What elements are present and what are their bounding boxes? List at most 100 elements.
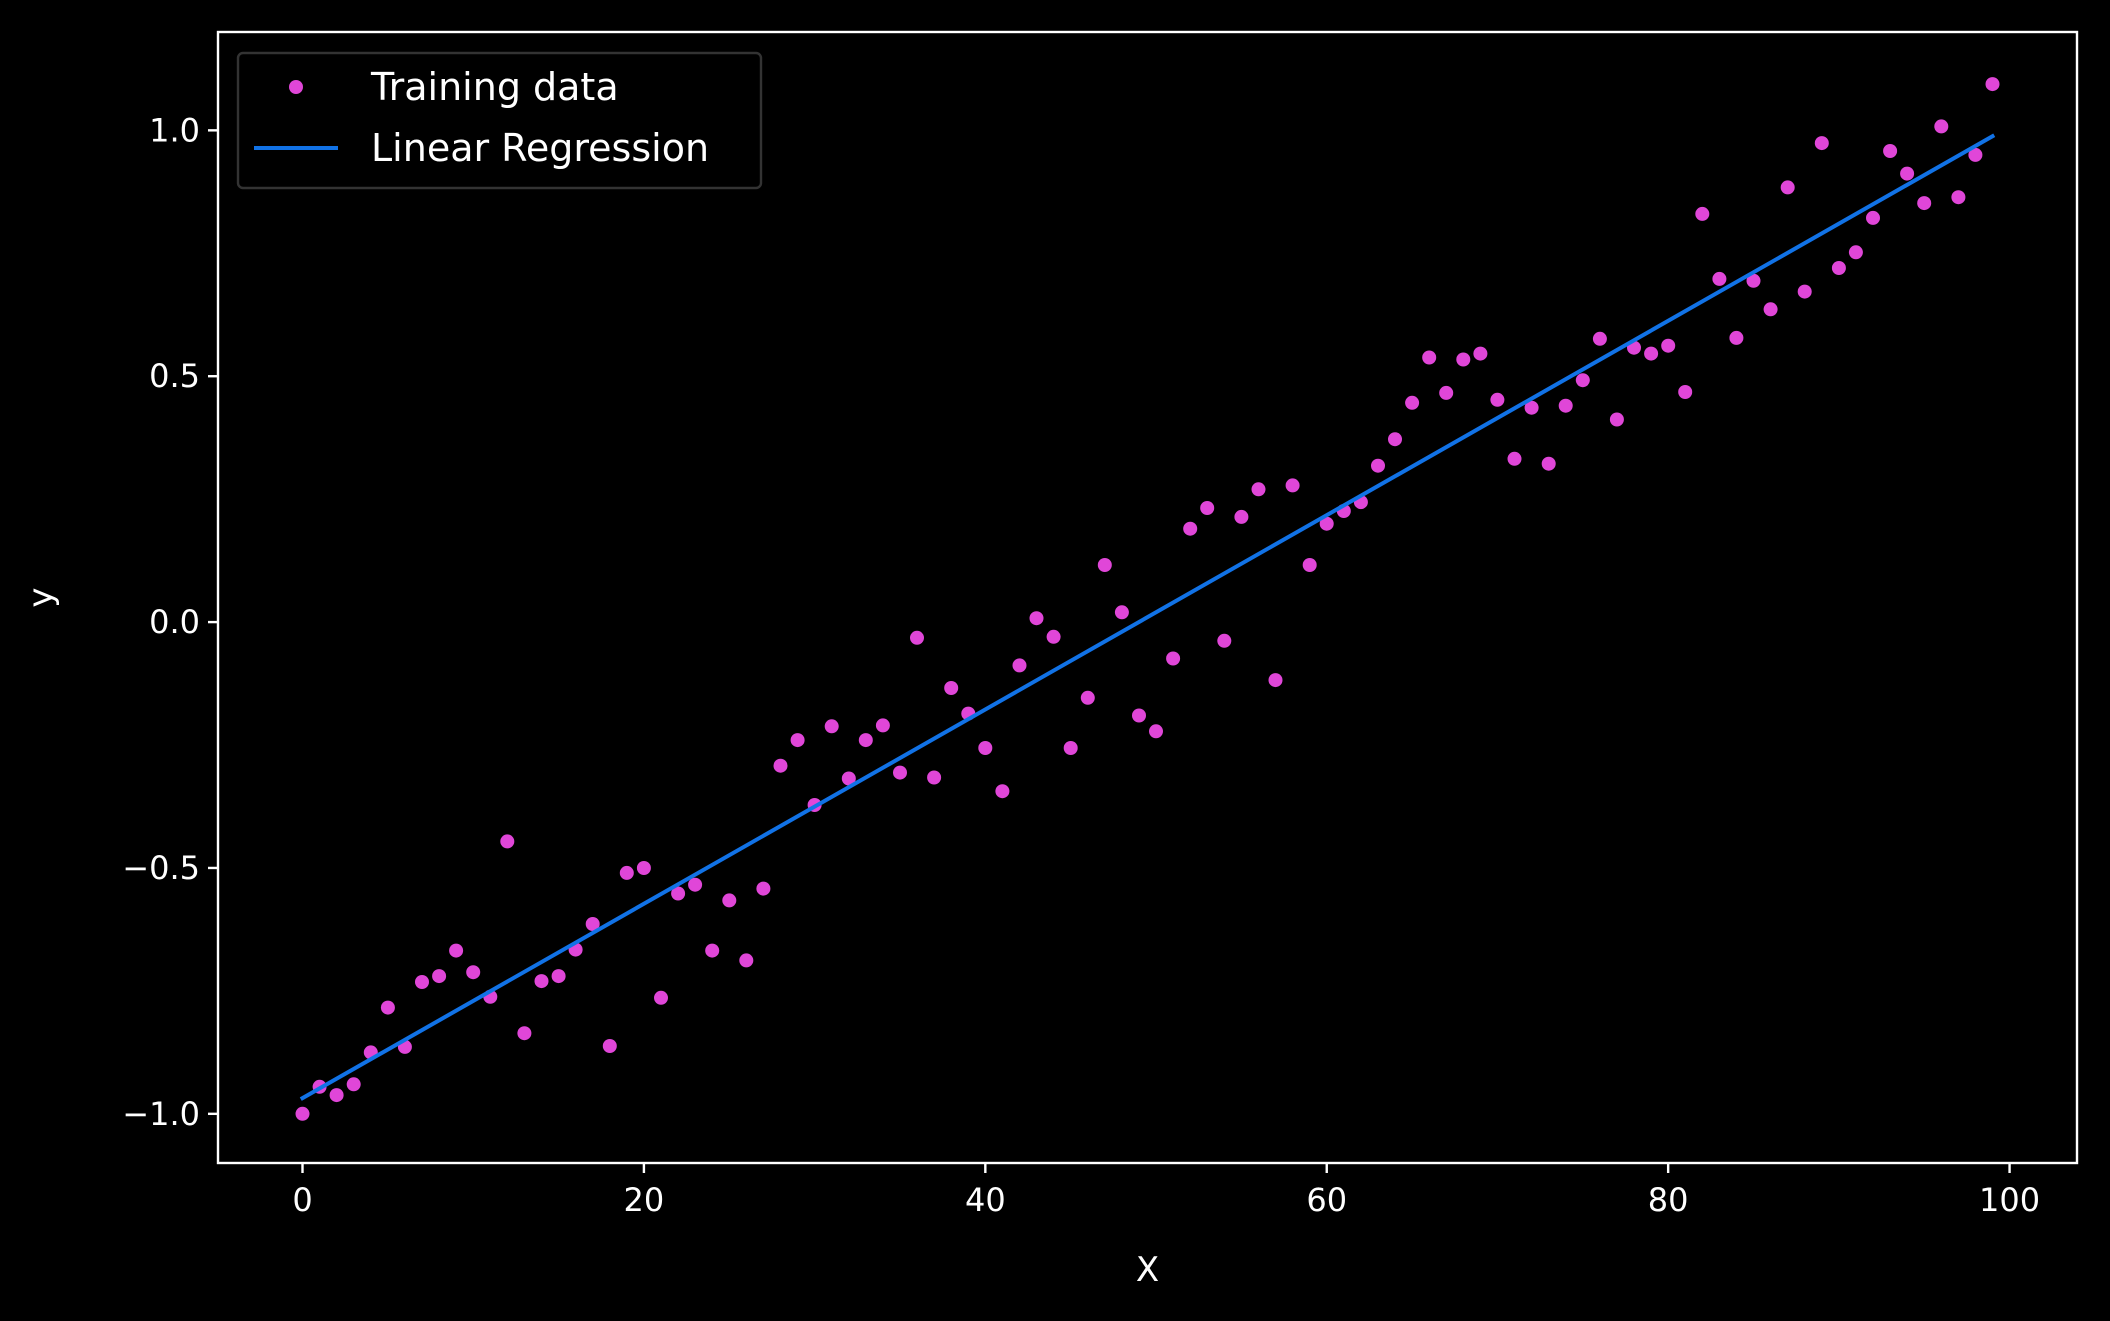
- data-point: [1831, 261, 1846, 275]
- data-point: [1422, 350, 1437, 365]
- data-point: [739, 953, 754, 968]
- x-tick-label: 60: [1306, 1181, 1347, 1219]
- data-point: [1917, 196, 1932, 211]
- y-axis-label: y: [21, 587, 61, 607]
- data-point: [1951, 190, 1966, 205]
- data-point: [551, 969, 566, 984]
- data-point: [1883, 144, 1898, 158]
- x-tick-label: 20: [624, 1181, 665, 1219]
- data-point: [1029, 611, 1044, 626]
- y-tick-label: 1.0: [149, 111, 200, 149]
- data-point: [1473, 346, 1488, 361]
- data-point: [1268, 673, 1283, 688]
- data-point: [295, 1106, 310, 1121]
- axes-frame: [216, 30, 2079, 1165]
- data-point: [756, 881, 771, 896]
- data-point: [1371, 458, 1385, 473]
- data-point: [636, 861, 651, 875]
- data-point: [534, 974, 549, 989]
- data-point: [1797, 284, 1812, 299]
- data-point: [1149, 724, 1163, 739]
- data-point: [1234, 509, 1249, 524]
- data-point: [1405, 395, 1420, 410]
- data-point: [722, 893, 737, 908]
- y-tick-label: 0.0: [149, 603, 200, 641]
- data-point: [449, 943, 464, 958]
- data-point: [1080, 690, 1095, 705]
- data-point: [1183, 521, 1198, 536]
- data-point: [1985, 77, 2000, 92]
- data-point: [1780, 180, 1795, 195]
- regression-line: [299, 133, 1996, 1101]
- data-point: [1114, 605, 1129, 620]
- y-tick-label: −0.5: [122, 849, 200, 887]
- x-tick-label: 40: [965, 1181, 1006, 1219]
- data-point: [1012, 658, 1027, 673]
- data-point: [654, 990, 668, 1005]
- data-point: [1251, 482, 1266, 497]
- data-point: [1575, 373, 1590, 388]
- data-point: [1097, 558, 1112, 572]
- x-tick-label: 100: [1979, 1181, 2040, 1219]
- data-point: [1388, 432, 1402, 447]
- data-point: [500, 834, 515, 849]
- data-point: [329, 1088, 344, 1103]
- legend-box: [236, 51, 763, 190]
- legend: Training data Linear Regression: [236, 51, 763, 190]
- data-point: [893, 765, 907, 780]
- data-point: [858, 733, 873, 748]
- data-point: [688, 877, 703, 892]
- data-point: [995, 784, 1010, 799]
- data-point: [1063, 741, 1078, 755]
- data-point: [841, 771, 856, 786]
- data-point: [1200, 501, 1215, 515]
- data-point: [1592, 331, 1607, 346]
- data-point: [466, 965, 481, 980]
- data-point: [1439, 385, 1454, 400]
- x-axis-label: X: [1136, 1250, 1159, 1290]
- data-point: [1507, 451, 1522, 466]
- data-point: [824, 719, 839, 734]
- data-point: [790, 733, 805, 748]
- legend-label-linear-regression: Linear Regression: [371, 126, 709, 170]
- data-point: [346, 1077, 361, 1092]
- data-point: [1695, 206, 1710, 221]
- data-point: [1132, 708, 1146, 723]
- data-point: [1661, 338, 1676, 353]
- plot-layer: [295, 77, 2000, 1121]
- data-point: [415, 975, 429, 989]
- data-point: [1729, 330, 1744, 345]
- data-point: [671, 886, 686, 901]
- y-tick-label: −1.0: [122, 1095, 200, 1133]
- ticks-layer: 0 20 40 60 80 100 −1.0 −0.5 0.0 0.5 1.0: [122, 111, 2040, 1219]
- data-point: [585, 917, 600, 931]
- data-point: [1319, 516, 1334, 531]
- data-point: [978, 741, 993, 755]
- data-point: [1524, 400, 1539, 415]
- data-point: [432, 969, 447, 984]
- y-tick-label: 0.5: [149, 357, 200, 395]
- data-point: [1644, 346, 1659, 361]
- data-point: [1456, 352, 1471, 367]
- data-point: [1302, 558, 1317, 572]
- data-point: [1609, 412, 1624, 427]
- data-point: [1558, 398, 1573, 413]
- data-point: [1217, 633, 1232, 648]
- data-point: [1046, 629, 1061, 644]
- data-point: [910, 630, 924, 645]
- data-point: [517, 1026, 532, 1041]
- legend-label-training-data: Training data: [370, 65, 619, 109]
- data-point: [1968, 147, 1983, 162]
- data-point: [1490, 392, 1505, 407]
- data-point: [1866, 210, 1880, 225]
- data-point: [1541, 456, 1556, 471]
- legend-marker-training-data: [289, 80, 303, 94]
- data-point: [927, 770, 942, 785]
- data-point: [380, 1000, 395, 1015]
- data-point: [1166, 651, 1181, 666]
- data-point: [705, 943, 720, 958]
- data-point: [1678, 385, 1693, 399]
- data-point: [1285, 478, 1300, 493]
